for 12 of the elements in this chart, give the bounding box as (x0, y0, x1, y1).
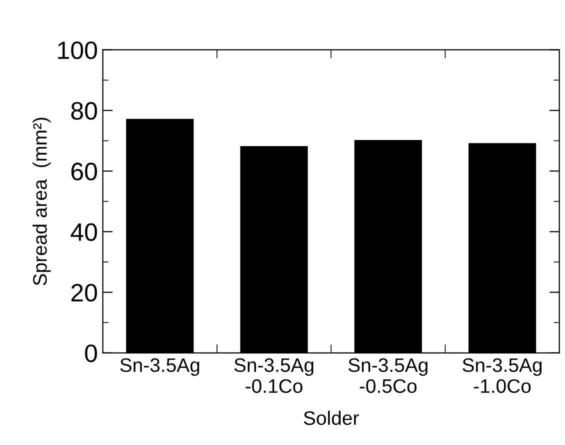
y-axis-title: Spread area (mm²) (32, 118, 51, 286)
x-tick-label: Sn-3.5Ag (120, 358, 200, 376)
y-tick-label: 0 (85, 344, 97, 362)
x-axis-title: Solder (304, 410, 359, 425)
x-tick-label: Sn-3.5Ag -0.1Co (234, 358, 314, 393)
y-tick-label: 80 (71, 102, 97, 120)
y-tick-label: 40 (70, 223, 97, 241)
y-tick-label: 60 (71, 162, 97, 180)
x-tick-label: Sn-3.5Ag -1.0Co (462, 358, 542, 393)
x-tick-label: Sn-3.5Ag -0.5Co (348, 358, 428, 393)
y-tick-label: 20 (71, 284, 97, 302)
y-tick-label: 100 (58, 41, 97, 60)
